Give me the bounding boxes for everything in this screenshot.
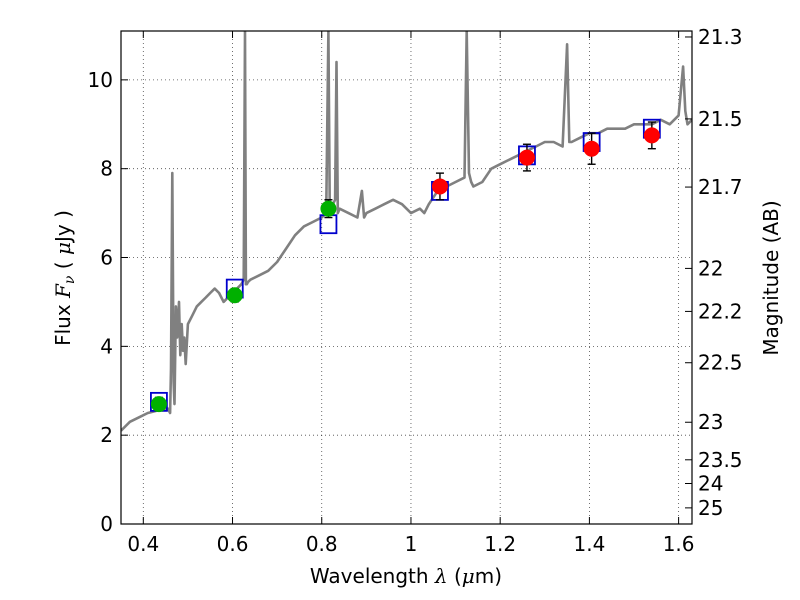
x-tick-label: 0.4 [127, 532, 159, 556]
mag-tick-label: 22.5 [698, 351, 743, 375]
photometry-point [583, 140, 600, 157]
mag-tick-label: 22 [698, 256, 723, 280]
y-tick-label: 6 [100, 246, 113, 270]
x-tick-label: 0.6 [217, 532, 249, 556]
x-tick-label: 1.4 [573, 532, 605, 556]
mag-tick-label: 25 [698, 496, 723, 520]
plot-area [121, 31, 692, 432]
photometry-point [320, 200, 337, 217]
axis-ticks: 0.4 0.6 0.8 1 1.2 1.4 1.6024681021.321.521.722… [88, 25, 743, 556]
photometry-point [226, 287, 243, 304]
y-tick-label: 10 [88, 68, 113, 92]
x-tick-label: 1.2 [484, 532, 516, 556]
photometry-point [150, 396, 167, 413]
y2-axis-label: Magnitude (AB) [759, 200, 783, 355]
mag-tick-label: 21.7 [698, 175, 743, 199]
mag-tick-label: 22.2 [698, 299, 743, 323]
mag-tick-label: 24 [698, 471, 723, 495]
mag-tick-label: 21.5 [698, 107, 743, 131]
model-spectrum-line [121, 31, 692, 432]
y-axis-label: Flux Fν ( μJy ) [51, 210, 78, 346]
y-tick-label: 2 [100, 423, 113, 447]
x-tick-label: 1.6 [663, 532, 695, 556]
mag-tick-label: 23.5 [698, 448, 743, 472]
x-tick-label: 1 [405, 532, 418, 556]
plot-frame [120, 30, 693, 525]
mag-tick-label: 21.3 [698, 25, 743, 49]
photometry-point [643, 127, 660, 144]
y-tick-label: 4 [100, 334, 113, 358]
grid [121, 31, 692, 525]
x-tick-label: 0.8 [306, 532, 338, 556]
y-tick-label: 8 [100, 157, 113, 181]
mag-tick-label: 23 [698, 410, 723, 434]
x-axis-label: Wavelength λ (μm) [310, 564, 502, 588]
photometry-point [431, 178, 448, 195]
y-tick-label: 0 [100, 512, 113, 536]
photometry-point [518, 149, 535, 166]
